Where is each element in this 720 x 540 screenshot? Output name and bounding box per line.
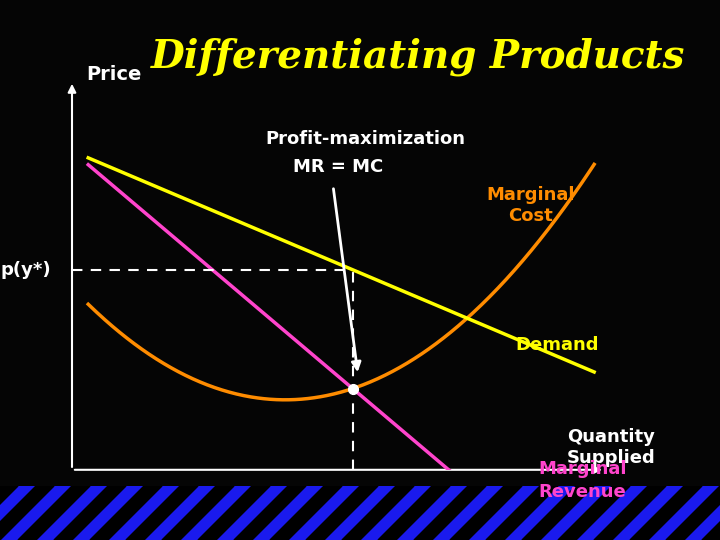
Text: Quantity: Quantity: [567, 428, 655, 445]
Text: Supplied: Supplied: [567, 449, 655, 467]
Polygon shape: [270, 486, 342, 540]
Text: p(y*): p(y*): [0, 261, 50, 279]
Polygon shape: [630, 486, 702, 540]
Polygon shape: [306, 486, 378, 540]
Polygon shape: [522, 486, 594, 540]
Polygon shape: [126, 486, 198, 540]
Polygon shape: [162, 486, 234, 540]
Text: Marginal
Cost: Marginal Cost: [486, 186, 575, 225]
Polygon shape: [0, 486, 54, 540]
Text: Demand: Demand: [515, 336, 598, 354]
Text: Price: Price: [86, 65, 142, 84]
Polygon shape: [0, 486, 18, 540]
Polygon shape: [198, 486, 270, 540]
Text: y*: y*: [342, 489, 364, 507]
Polygon shape: [342, 486, 414, 540]
Polygon shape: [54, 486, 126, 540]
Text: MR = MC: MR = MC: [293, 158, 384, 176]
Text: Profit-maximization: Profit-maximization: [265, 130, 465, 148]
Polygon shape: [666, 486, 720, 540]
Polygon shape: [90, 486, 162, 540]
Polygon shape: [18, 486, 90, 540]
Text: Revenue: Revenue: [539, 483, 626, 501]
Text: Marginal: Marginal: [538, 460, 626, 478]
Polygon shape: [234, 486, 306, 540]
Polygon shape: [414, 486, 486, 540]
Polygon shape: [594, 486, 666, 540]
Polygon shape: [378, 486, 450, 540]
Polygon shape: [702, 486, 720, 540]
Text: Differentiating Products: Differentiating Products: [150, 38, 685, 76]
Polygon shape: [558, 486, 630, 540]
Polygon shape: [486, 486, 558, 540]
Polygon shape: [450, 486, 522, 540]
